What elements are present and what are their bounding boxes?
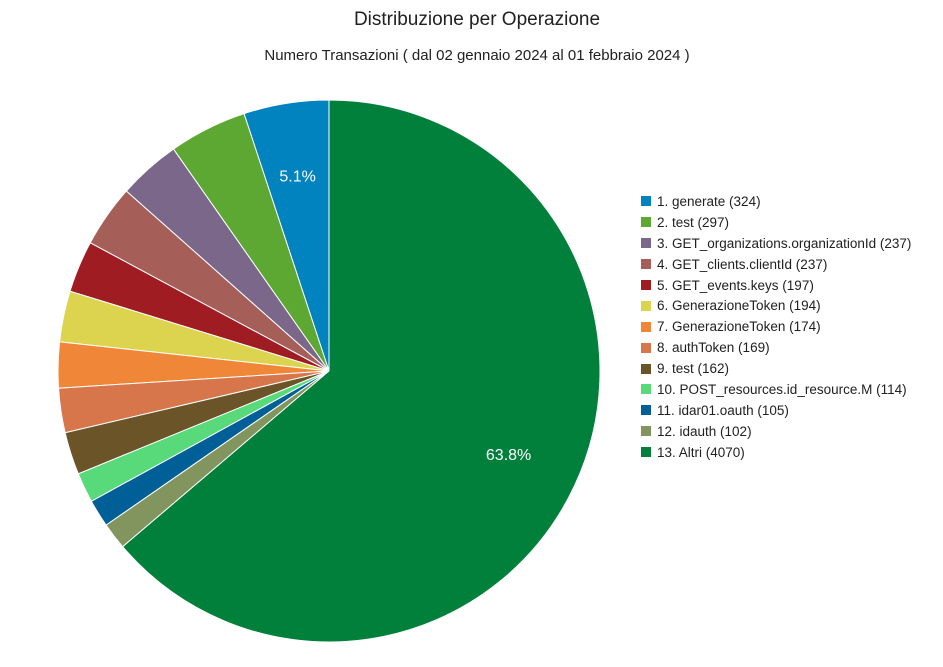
legend-swatch [641,196,651,207]
legend-label: 2. test (297) [657,214,730,230]
legend-label: 4. GET_clients.clientId (237) [657,256,828,272]
legend-label: 1. generate (324) [657,193,761,209]
legend-swatch [641,238,651,249]
legend-item-8[interactable]: 8. authToken (169) [641,337,911,358]
legend-swatch [641,217,651,228]
legend-swatch [641,259,651,270]
legend-item-10[interactable]: 10. POST_resources.id_resource.M (114) [641,379,911,400]
legend-item-1[interactable]: 1. generate (324) [641,191,911,212]
legend-item-4[interactable]: 4. GET_clients.clientId (237) [641,254,911,275]
legend-label: 12. idauth (102) [657,423,752,439]
pie-slice-13[interactable] [121,99,601,643]
legend-item-5[interactable]: 5. GET_events.keys (197) [641,275,911,296]
legend-label: 8. authToken (169) [657,340,770,356]
legend-item-6[interactable]: 6. GenerazioneToken (194) [641,295,911,316]
legend-swatch [641,363,651,374]
legend-label: 10. POST_resources.id_resource.M (114) [657,381,907,397]
legend-swatch [641,280,651,290]
legend-item-7[interactable]: 7. GenerazioneToken (174) [641,316,911,337]
slice-percent-label-1: 5.1% [279,169,315,186]
legend-swatch [641,384,651,395]
legend-label: 9. test (162) [657,361,730,377]
legend-swatch [641,342,651,353]
legend-item-2[interactable]: 2. test (297) [641,212,911,233]
legend-swatch [641,300,651,311]
legend-label: 5. GET_events.keys (197) [657,277,814,293]
legend-item-12[interactable]: 12. idauth (102) [641,421,911,442]
chart-title: Distribuzione per Operazione [353,9,601,30]
legend-label: 6. GenerazioneToken (194) [657,298,821,314]
legend-item-13[interactable]: 13. Altri (4070) [641,442,911,463]
chart-subtitle: Numero Transazioni ( dal 02 gennaio 2024… [264,47,690,64]
legend-swatch [641,321,651,332]
slice-percent-label-13: 63.8% [486,447,531,464]
legend-item-9[interactable]: 9. test (162) [641,358,911,379]
legend-label: 13. Altri (4070) [657,444,745,460]
legend-swatch [641,426,651,437]
legend-label: 7. GenerazioneToken (174) [657,319,821,335]
legend-label: 11. idar01.oauth (105) [657,402,789,418]
legend-label: 3. GET_organizations.organizationId (237… [657,235,912,251]
chart-legend: 1. generate (324) 2. test (297) 3. GET_org… [641,191,911,463]
legend-swatch [641,447,651,458]
legend-item-3[interactable]: 3. GET_organizations.organizationId (237… [641,233,911,254]
legend-item-11[interactable]: 11. idar01.oauth (105) [641,400,911,421]
legend-swatch [641,405,651,416]
